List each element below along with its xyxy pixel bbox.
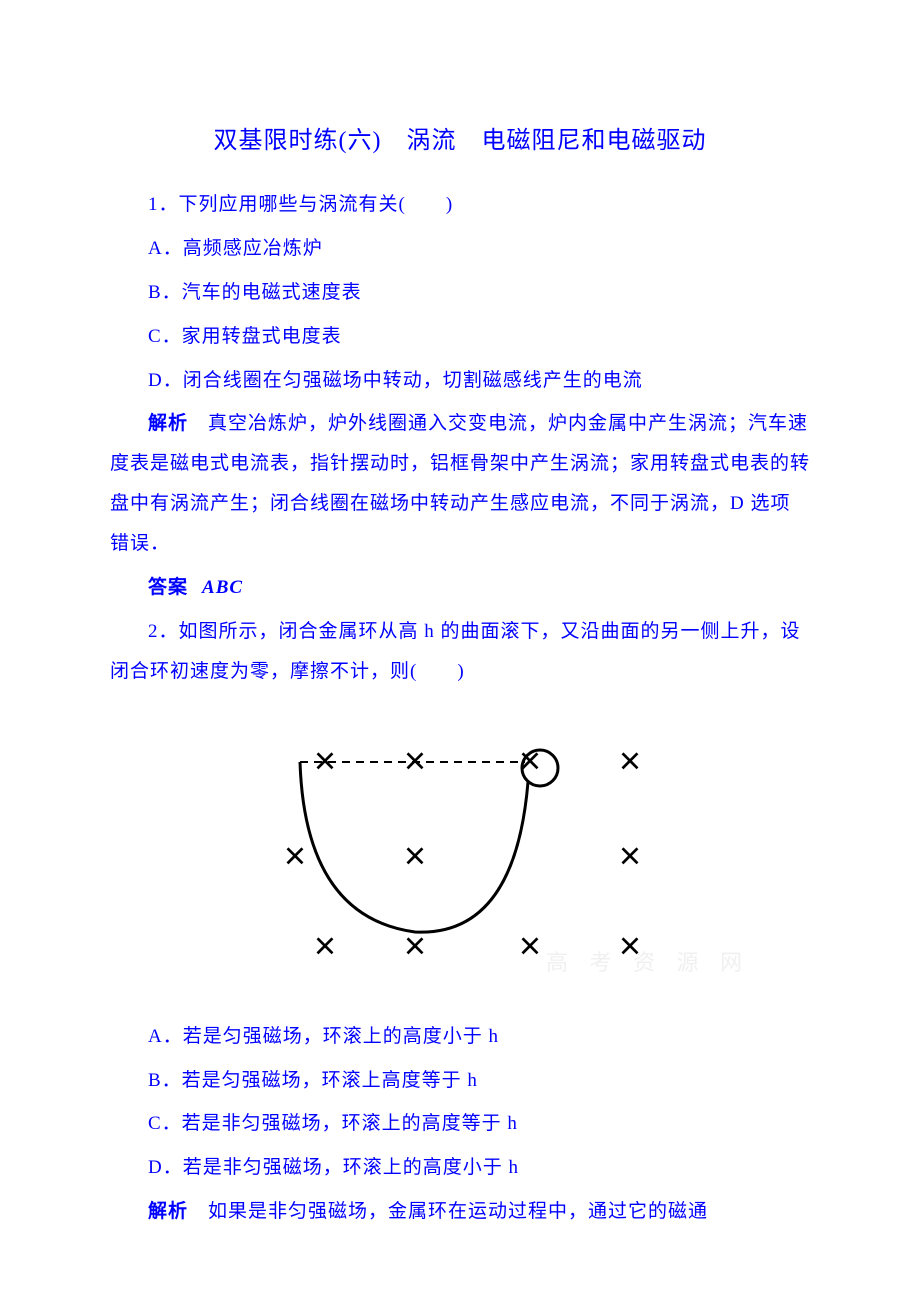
q1-explanation: 解析 真空冶炼炉，炉外线圈通入交变电流，炉内金属中产生涡流；汽车速度表是磁电式电…: [110, 404, 810, 564]
q1-option-d: D．闭合线圈在匀强磁场中转动，切割磁感线产生的电流: [110, 361, 810, 401]
answer-label: 答案: [148, 577, 188, 598]
watermark-text: 高 考 资 源 网: [546, 945, 750, 977]
field-x-mark: ×: [519, 740, 541, 783]
q1-option-c: C．家用转盘式电度表: [110, 317, 810, 357]
q1-stem: 1．下列应用哪些与涡流有关( ): [110, 185, 810, 225]
q2-option-a: A．若是匀强磁场，环滚上的高度小于 h: [110, 1017, 810, 1057]
q1-option-a: A．高频感应冶炼炉: [110, 229, 810, 269]
explain-label-2: 解析: [148, 1201, 188, 1222]
explain-label: 解析: [148, 413, 188, 434]
field-x-mark: ×: [519, 925, 541, 968]
q2-option-c: C．若是非匀强磁场，环滚上的高度等于 h: [110, 1104, 810, 1144]
q2-explanation: 解析 如果是非匀强磁场，金属环在运动过程中，通过它的磁通: [110, 1192, 810, 1232]
page-title: 双基限时练(六) 涡流 电磁阻尼和电磁驱动: [110, 120, 810, 155]
q1-answer: 答案 ABC: [110, 568, 810, 608]
physics-figure: 高 考 资 源 网 ×××××××××××: [250, 722, 670, 982]
field-x-mark: ×: [404, 925, 426, 968]
figure-container: 高 考 资 源 网 × × × × × × × × × × ×: [110, 722, 810, 987]
field-x-mark: ×: [619, 835, 641, 878]
field-x-mark: ×: [314, 740, 336, 783]
field-x-mark: ×: [404, 835, 426, 878]
field-x-mark: ×: [619, 925, 641, 968]
q2-option-d: D．若是非匀强磁场，环滚上的高度小于 h: [110, 1148, 810, 1188]
q1-answer-text: ABC: [202, 577, 243, 598]
q1-explain-text: 真空冶炼炉，炉外线圈通入交变电流，炉内金属中产生涡流；汽车速度表是磁电式电流表，…: [110, 413, 810, 554]
field-x-mark: ×: [619, 740, 641, 783]
q1-option-b: B．汽车的电磁式速度表: [110, 273, 810, 313]
field-x-mark: ×: [314, 925, 336, 968]
field-x-mark: ×: [404, 740, 426, 783]
q2-stem: 2．如图所示，闭合金属环从高 h 的曲面滚下，又沿曲面的另一侧上升，设闭合环初速…: [110, 612, 810, 692]
q2-option-b: B．若是匀强磁场，环滚上高度等于 h: [110, 1061, 810, 1101]
field-x-mark: ×: [284, 835, 306, 878]
q2-explain-text: 如果是非匀强磁场，金属环在运动过程中，通过它的磁通: [188, 1201, 708, 1222]
